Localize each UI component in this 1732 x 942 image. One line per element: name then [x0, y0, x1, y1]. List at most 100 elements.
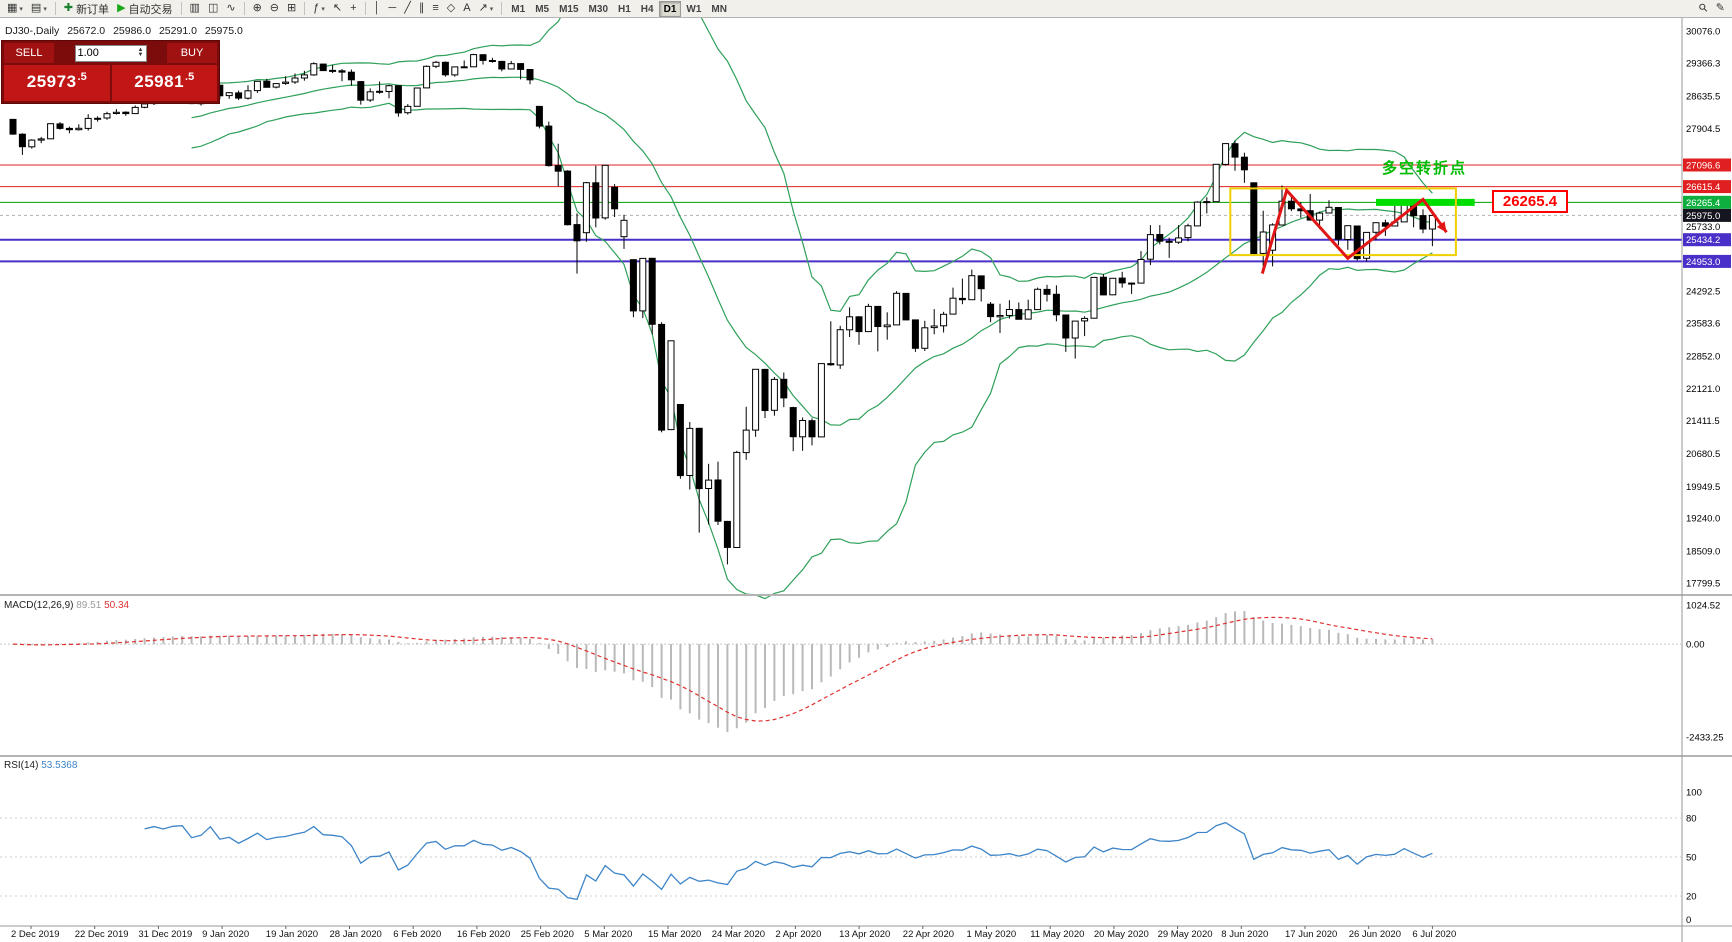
bar-chart-button[interactable]: ▥	[186, 1, 204, 17]
zoom-in-button[interactable]: ⊕	[249, 1, 266, 17]
toolbar-separator	[501, 2, 503, 15]
auto-trading-button-label: 自动交易	[128, 3, 173, 16]
toolbar-separator	[180, 2, 182, 15]
buy-price-pip: .5	[185, 71, 195, 83]
volume-input[interactable]: 1.00 ▲ ▼	[74, 44, 147, 62]
one-click-trading-panel: SELL 1.00 ▲ ▼ BUY 25973.5 25981.5	[1, 40, 220, 104]
horizontal-line-button[interactable]: ─	[384, 1, 400, 17]
timeframe-h1[interactable]: H1	[618, 3, 631, 15]
svg-text:1024.52: 1024.52	[1686, 601, 1720, 612]
indicators-button[interactable]: ƒ ▾	[309, 1, 329, 17]
channel-icon: ∥	[418, 2, 425, 14]
svg-text:22121.0: 22121.0	[1686, 384, 1720, 395]
toolbar-left-group: ▦ ▾ ▤ ▾ ✚ 新订单 ▶ 自动交易 ▥ ◫ ∿ ⊕ ⊖ ⊞ ƒ ▾ ↖ + │ ─ ╱ ∥ ≡ ◇ A ↗ ▾	[3, 1, 506, 17]
svg-text:50: 50	[1686, 853, 1697, 864]
ohlc-close: 25975.0	[204, 25, 243, 37]
shapes-button[interactable]: ◇	[443, 1, 459, 17]
price-axis-labels: 30076.0 29366.3 28635.5 27904.5 25733.0 24292…	[1686, 27, 1720, 590]
profiles-button[interactable]: ▤ ▾	[27, 1, 51, 17]
vertical-line-button[interactable]: │	[370, 1, 385, 17]
timeframe-m30[interactable]: M30	[588, 3, 608, 15]
cursor-button[interactable]: ↖	[329, 1, 346, 17]
svg-text:26265.4: 26265.4	[1686, 198, 1720, 209]
sell-price-button[interactable]: 25973.5	[4, 65, 110, 101]
text-icon: A	[463, 2, 471, 14]
svg-text:21411.5: 21411.5	[1686, 416, 1720, 427]
svg-text:18509.0: 18509.0	[1686, 547, 1720, 558]
timeframe-h4[interactable]: H4	[640, 3, 654, 15]
auto-trading-button[interactable]: ▶ 自动交易	[113, 1, 176, 17]
trendline-button[interactable]: ╱	[400, 1, 415, 17]
new-chart-icon: ▦	[7, 2, 18, 14]
crosshair-icon: +	[350, 2, 357, 14]
vertical-line-icon: │	[373, 2, 381, 14]
search-icon: ⚲	[1696, 1, 1711, 16]
dropdown-caret-icon: ▾	[321, 5, 325, 13]
svg-text:22 Dec 2019: 22 Dec 2019	[75, 929, 129, 940]
zigzag-arrowhead	[1436, 221, 1447, 233]
svg-text:1 May 2020: 1 May 2020	[967, 929, 1017, 940]
tile-windows-button[interactable]: ⊞	[283, 1, 300, 17]
svg-text:100: 100	[1686, 788, 1702, 799]
edit-icon[interactable]: ✎	[1712, 1, 1729, 17]
text-button[interactable]: A	[459, 1, 474, 17]
timeframe-m5[interactable]: M5	[535, 3, 550, 15]
ohlc-open: 25672.0	[67, 25, 106, 37]
toolbar-separator	[54, 2, 56, 15]
svg-text:17799.5: 17799.5	[1686, 579, 1720, 590]
spinner-down-icon[interactable]: ▼	[137, 52, 144, 58]
svg-text:22852.0: 22852.0	[1686, 351, 1720, 362]
dropdown-caret-icon: ▾	[489, 5, 494, 13]
timeframe-d1[interactable]: D1	[658, 0, 682, 17]
svg-text:11 May 2020: 11 May 2020	[1030, 929, 1084, 940]
new-chart-button[interactable]: ▦ ▾	[3, 1, 27, 17]
volume-spinner[interactable]: ▲ ▼	[137, 47, 144, 58]
zoom-out-button[interactable]: ⊖	[266, 1, 283, 17]
svg-text:6 Feb 2020: 6 Feb 2020	[393, 929, 441, 940]
panel-separator[interactable]	[0, 755, 1732, 757]
svg-text:20680.5: 20680.5	[1686, 449, 1720, 460]
arrows-icon: ↗	[478, 2, 488, 14]
timeframe-m15[interactable]: M15	[559, 3, 579, 15]
chart-area[interactable]: 30076.0 29366.3 28635.5 27904.5 25733.0 24292…	[0, 18, 1732, 942]
timeframe-m1[interactable]: M1	[511, 3, 526, 15]
search-icon[interactable]: ⚲	[1696, 1, 1712, 17]
svg-text:19240.0: 19240.0	[1686, 514, 1720, 525]
svg-text:29 May 2020: 29 May 2020	[1158, 929, 1213, 940]
svg-text:24 Mar 2020: 24 Mar 2020	[712, 929, 765, 940]
channel-button[interactable]: ∥	[415, 1, 429, 17]
svg-text:19949.5: 19949.5	[1686, 482, 1720, 493]
dropdown-caret-icon: ▾	[19, 5, 23, 13]
chart-ohlc-info: DJ30-,Daily 25672.0 25986.0 25291.0 2597…	[5, 25, 248, 37]
svg-text:17 Jun 2020: 17 Jun 2020	[1285, 929, 1337, 940]
svg-text:2 Dec 2019: 2 Dec 2019	[11, 929, 60, 940]
candlestick-chart-button[interactable]: ◫	[204, 1, 222, 17]
svg-text:80: 80	[1686, 814, 1697, 825]
new-order-button[interactable]: ✚ 新订单	[60, 1, 113, 17]
turning-point-annotation[interactable]: 多空转折点	[1382, 160, 1468, 177]
svg-text:24292.5: 24292.5	[1686, 287, 1720, 298]
svg-text:0.00: 0.00	[1686, 640, 1705, 651]
toolbar-right-group: ⚲ ✎	[1696, 1, 1729, 17]
buy-price-button[interactable]: 25981.5	[111, 65, 217, 101]
arrows-button[interactable]: ↗ ▾	[475, 1, 498, 17]
svg-text:13 Apr 2020: 13 Apr 2020	[839, 929, 890, 940]
svg-text:27904.5: 27904.5	[1686, 124, 1720, 135]
new-order-icon: ✚	[63, 2, 74, 14]
line-chart-button[interactable]: ∿	[222, 1, 239, 17]
timeframe-mn[interactable]: MN	[711, 3, 727, 15]
shapes-icon: ◇	[446, 2, 456, 14]
svg-text:25975.0: 25975.0	[1686, 211, 1720, 222]
spinner-up-icon[interactable]: ▲	[137, 47, 144, 53]
crosshair-button[interactable]: +	[346, 1, 360, 17]
zigzag-annotation[interactable]	[1260, 187, 1448, 275]
svg-text:30076.0: 30076.0	[1686, 27, 1720, 38]
price-axis-markers: 27096.6 26615.4 26265.4 25975.0 25434.2 24953…	[1683, 158, 1731, 268]
sell-button[interactable]: SELL	[4, 43, 54, 63]
price-callout-label[interactable]: 26265.4	[1492, 190, 1568, 213]
horizontal-lines[interactable]	[0, 164, 1682, 263]
panel-separator[interactable]	[0, 594, 1732, 596]
buy-button[interactable]: BUY	[167, 43, 217, 63]
timeframe-w1[interactable]: W1	[686, 3, 702, 15]
fibonacci-button[interactable]: ≡	[428, 1, 442, 17]
